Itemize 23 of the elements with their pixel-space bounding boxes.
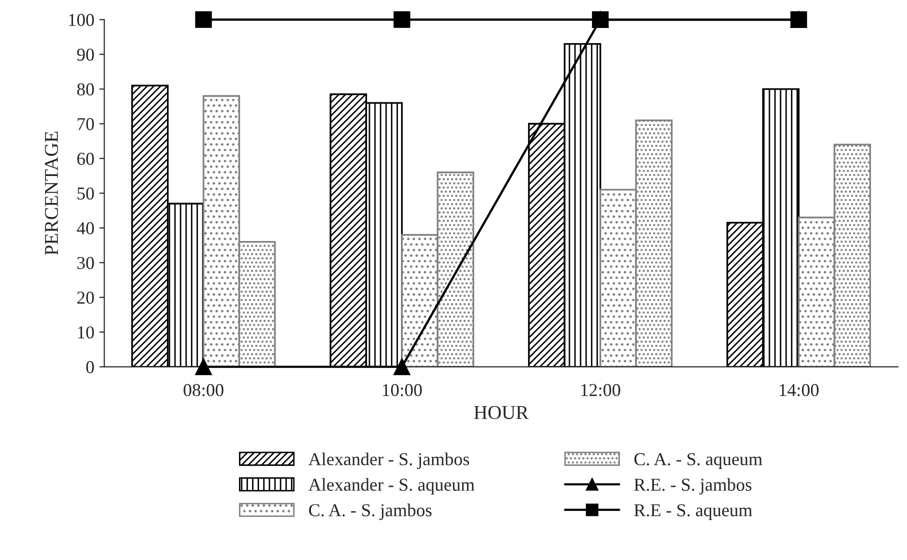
y-tick-label: 10 bbox=[78, 326, 94, 339]
y-tick-label: 0 bbox=[86, 361, 94, 374]
x-tick-label: 10:00 bbox=[382, 384, 422, 396]
y-tick-label: 70 bbox=[78, 118, 94, 130]
x-tick-label: 14:00 bbox=[780, 384, 819, 396]
y-tick-label: 60 bbox=[77, 152, 94, 165]
y-axis-title: PERCENTAGE bbox=[44, 132, 58, 256]
x-tick-label: 12:00 bbox=[581, 384, 620, 396]
x-tick-label: 08:00 bbox=[184, 384, 224, 396]
y-tick-label: 20 bbox=[77, 292, 94, 304]
y-tick-label: 50 bbox=[78, 187, 94, 200]
x-axis-title: HOUR bbox=[474, 406, 529, 420]
legend-label: C. A. - S. jambos bbox=[309, 504, 432, 520]
y-tick-label: 80 bbox=[77, 83, 94, 96]
legend-label: Alexander - S. aqueum bbox=[308, 478, 474, 494]
y-tick-label: 90 bbox=[77, 48, 94, 61]
y-tick-label: 30 bbox=[77, 256, 94, 270]
legend-label: R.E. - S. jambos bbox=[634, 478, 752, 494]
legend-label: C. A. - S. aqueum bbox=[634, 453, 762, 469]
y-tick-label: 100 bbox=[69, 14, 94, 26]
y-tick-label: 40 bbox=[76, 222, 94, 234]
legend-label: Alexander - S. jambos bbox=[308, 452, 470, 469]
legend-label: R.E - S. aqueum bbox=[634, 504, 752, 520]
